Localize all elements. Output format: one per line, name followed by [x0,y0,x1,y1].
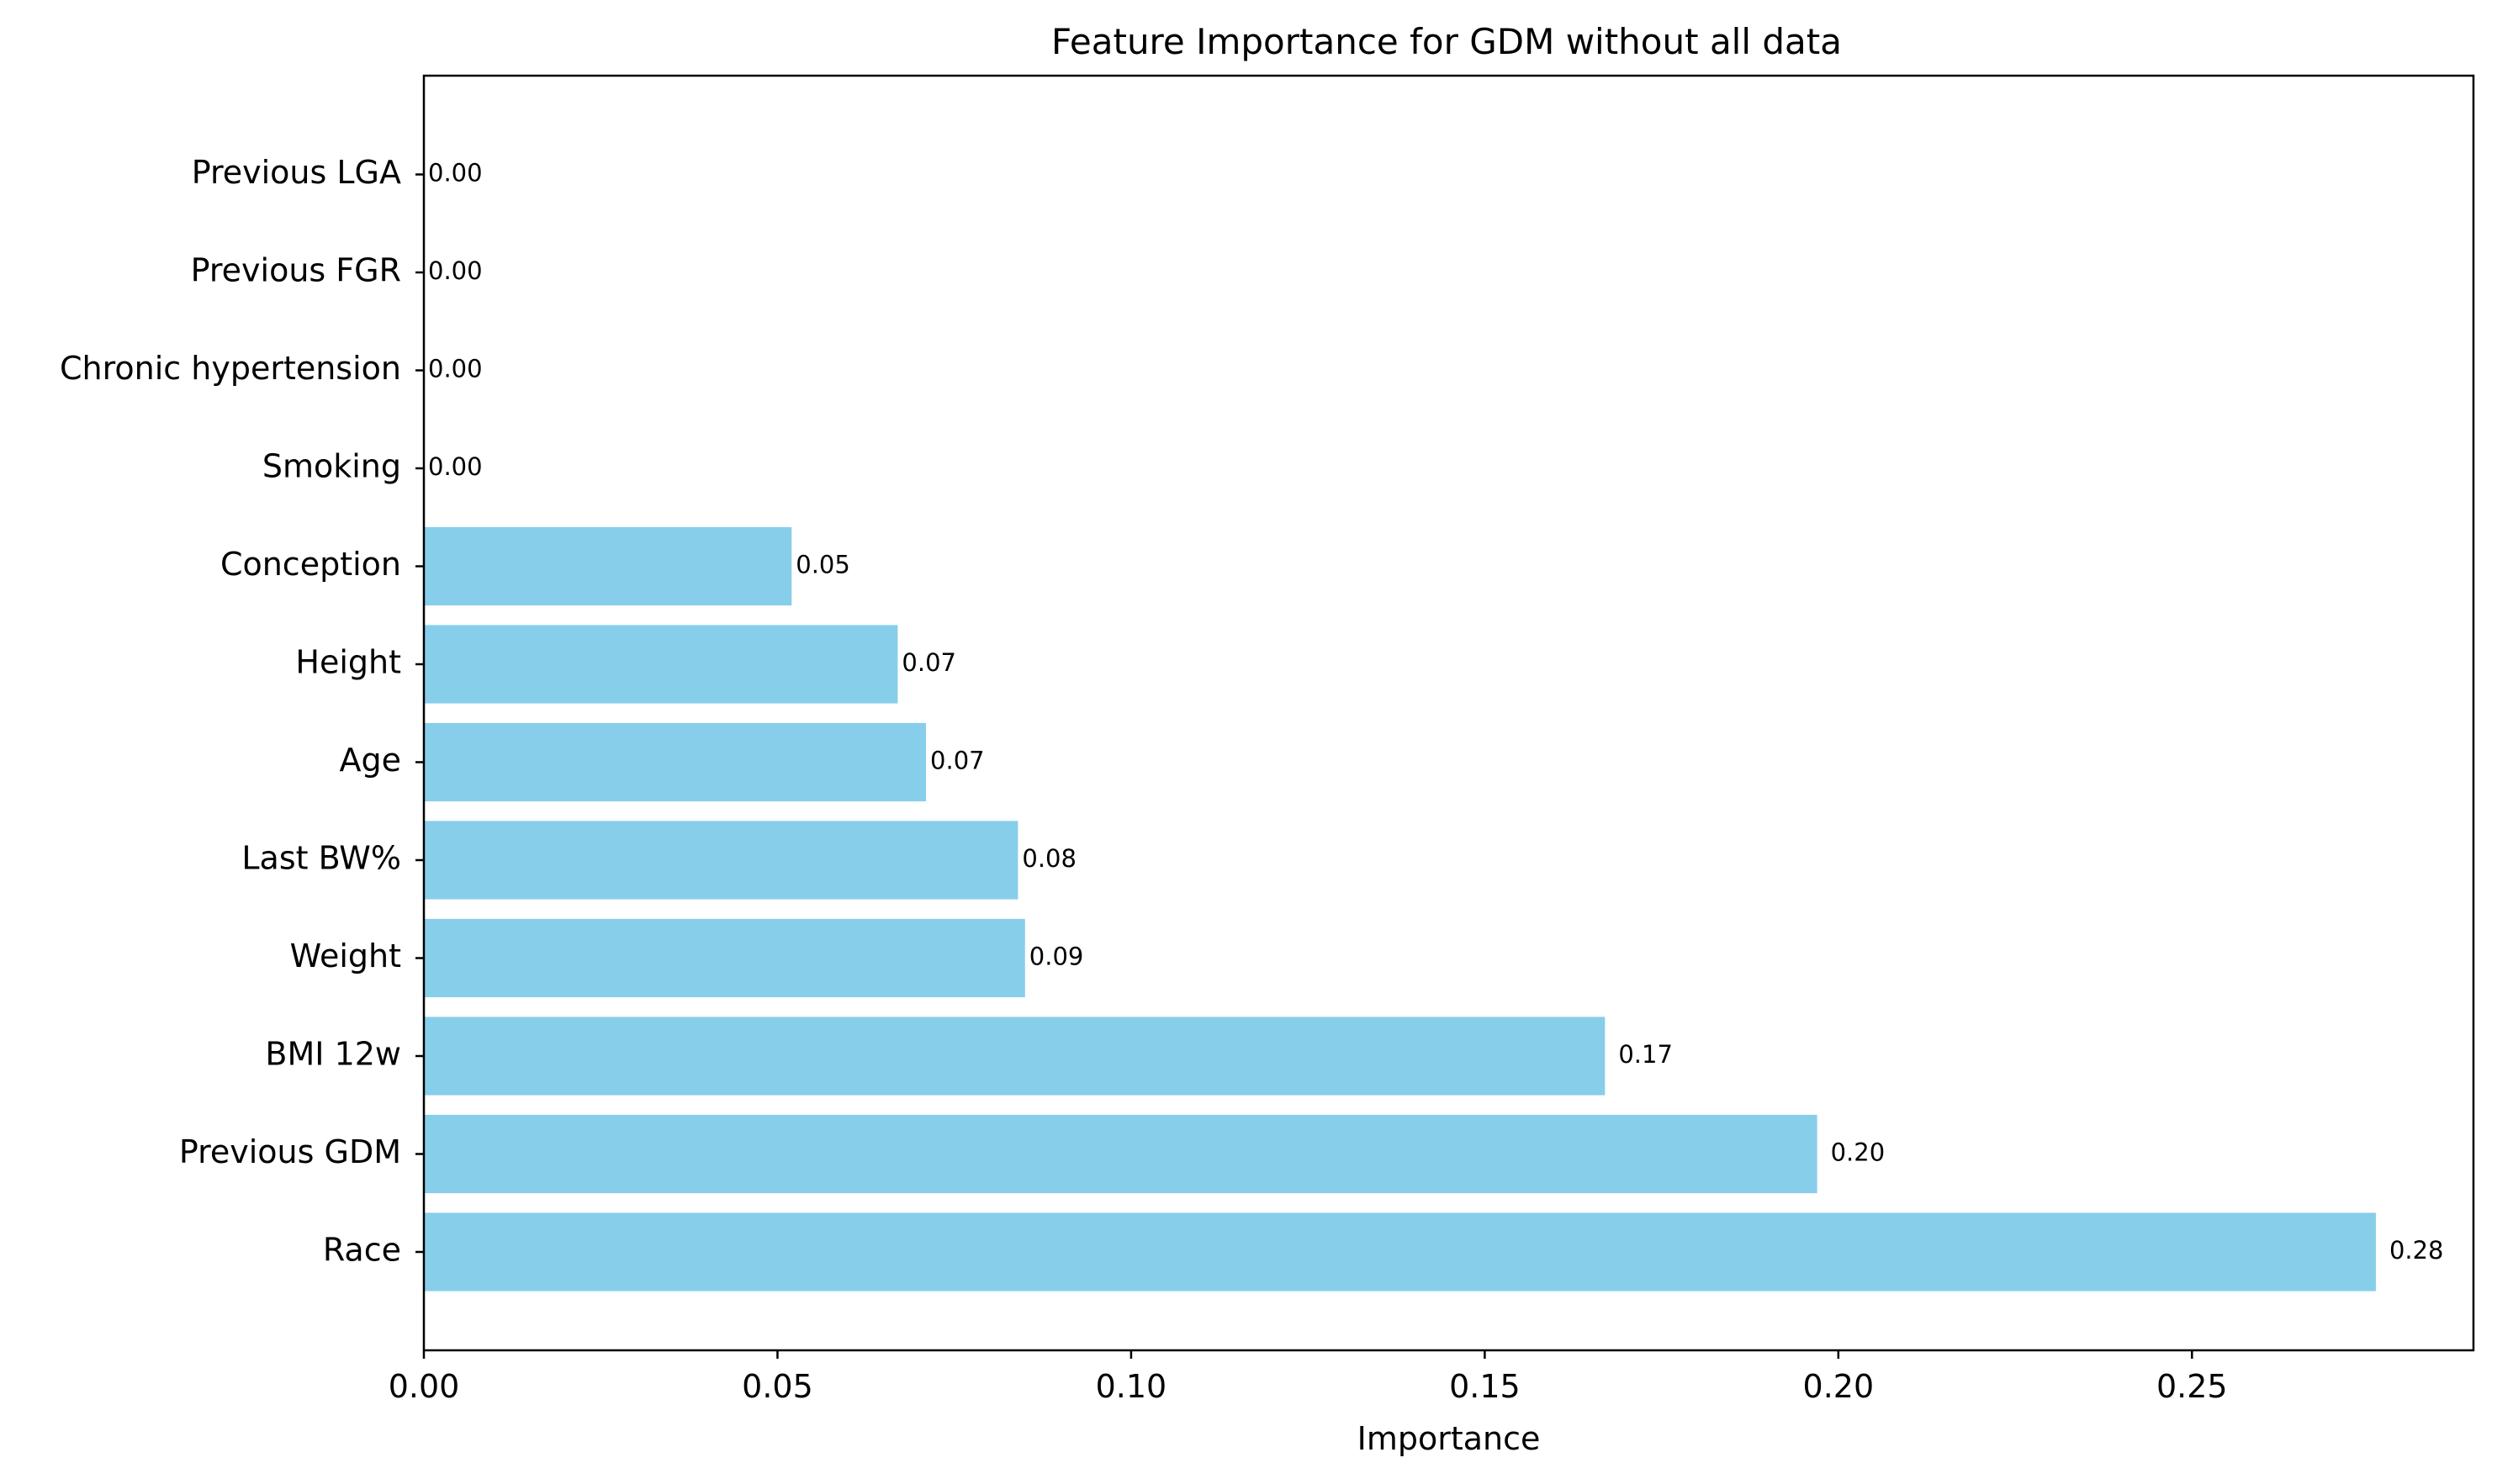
y-tick-label: Previous FGR [191,252,401,289]
x-axis-label: Importance [1357,1420,1541,1457]
data-label: 0.17 [1618,1040,1673,1069]
data-label: 0.00 [428,159,483,187]
data-label: 0.20 [1831,1138,1886,1167]
data-label: 0.08 [1022,844,1077,873]
x-tick-label: 0.15 [1449,1368,1521,1405]
x-tick-label: 0.05 [742,1368,813,1405]
y-tick-label: Smoking [262,448,401,485]
y-tick-label: Age [340,742,402,779]
bar [424,1114,1817,1194]
data-label: 0.09 [1029,943,1084,971]
data-label: 0.00 [428,256,483,285]
bar [424,625,898,704]
x-tick-label: 0.20 [1803,1368,1875,1405]
data-label: 0.00 [428,355,483,383]
y-tick-label: Chronic hypertension [60,350,401,387]
bar [424,1017,1606,1096]
x-tick-label: 0.25 [2156,1368,2228,1405]
plot-area-frame [422,74,2475,1352]
x-axis-ticks: 0.00 0.05 0.10 0.15 0.20 0.25 [389,1350,2228,1405]
y-tick-label: Height [295,644,401,681]
y-tick-label: Weight [290,937,401,974]
data-label: 0.07 [930,747,985,775]
y-tick-label: Previous LGA [192,154,401,191]
bar [424,1212,2376,1291]
bar [424,722,927,802]
bar [424,821,1018,900]
bars-group [424,526,2376,1291]
x-tick-label: 0.10 [1096,1368,1167,1405]
data-label: 0.00 [428,452,483,481]
data-label: 0.05 [796,551,850,579]
x-tick-label: 0.00 [389,1368,460,1405]
value-labels-group: 0.28 0.20 0.17 0.09 0.08 0.07 0.07 0.05 0.00 0.00… [428,159,2444,1265]
data-label: 0.07 [902,648,956,677]
bar [424,526,792,606]
y-tick-label: Last BW% [241,840,401,877]
chart-title: Feature Importance for GDM without all d… [1051,21,1842,62]
bar [424,918,1025,998]
y-tick-label: Previous GDM [179,1133,401,1170]
y-tick-label: BMI 12w [265,1036,401,1073]
y-tick-label: Conception [220,546,401,583]
y-axis-ticks: Race Previous GDM BMI 12w Weight Last BW% Age… [60,154,424,1269]
y-tick-label: Race [323,1232,401,1269]
data-label: 0.28 [2389,1236,2444,1265]
